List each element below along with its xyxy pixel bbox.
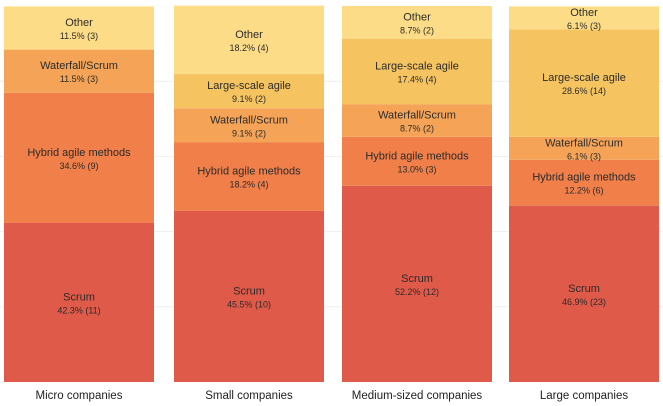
segment-value-label: 28.6% (14) [562, 86, 606, 96]
category-label-large-companies: Large companies [540, 390, 628, 402]
segment-series-label: Other [65, 17, 93, 29]
bar-segment-scrum-large-companies [509, 205, 659, 382]
bar-segment-hybrid-agile-methods-large-companies [509, 159, 659, 206]
category-label-medium-sized-companies: Medium-sized companies [352, 390, 483, 402]
segment-series-label: Scrum [233, 286, 265, 298]
segment-value-label: 17.4% (4) [397, 74, 436, 84]
segment-value-label: 45.5% (10) [227, 300, 271, 310]
segment-series-label: Waterfall/Scrum [378, 110, 456, 122]
bar-segment-large-scale-agile-small-companies [174, 74, 324, 109]
segment-series-label: Large-scale agile [542, 72, 626, 84]
bar-segment-scrum-small-companies [174, 210, 324, 382]
category-label-small-companies: Small companies [205, 390, 293, 402]
segment-value-label: 42.3% (11) [57, 306, 100, 316]
segment-series-label: Other [570, 7, 598, 19]
category-labels: Micro companies Small companies Medium-siz… [36, 390, 629, 402]
bar-segment-other-large-companies [509, 6, 659, 30]
segment-series-label: Scrum [401, 273, 433, 285]
segment-series-label: Waterfall/Scrum [545, 137, 623, 149]
segment-series-label: Other [235, 29, 263, 41]
category-label-micro-companies: Micro companies [36, 390, 123, 402]
segment-series-label: Waterfall/Scrum [40, 60, 118, 72]
bar-segment-scrum-micro-companies [4, 222, 154, 382]
segment-series-label: Large-scale agile [375, 60, 459, 72]
bar-segment-other-small-companies [174, 5, 324, 75]
segment-value-label: 46.9% (23) [562, 297, 606, 307]
bar-segment-hybrid-agile-methods-small-companies [174, 142, 324, 211]
segment-value-label: 6.1% (3) [567, 21, 601, 31]
segment-series-label: Large-scale agile [207, 80, 291, 92]
bar-segment-large-scale-agile-large-companies [509, 29, 659, 137]
bar-segment-waterfall-scrum-large-companies [509, 136, 659, 160]
bar-segment-waterfall-scrum-small-companies [174, 108, 324, 143]
segment-value-label: 6.1% (3) [567, 151, 601, 161]
segment-series-label: Other [403, 11, 431, 23]
segment-value-label: 11.5% (3) [60, 74, 98, 84]
bar-segment-hybrid-agile-methods-medium-sized-companies [342, 136, 492, 186]
segment-value-label: 11.5% (3) [60, 31, 98, 41]
bar-segment-waterfall-scrum-medium-sized-companies [342, 104, 492, 137]
segment-series-label: Hybrid agile methods [197, 166, 301, 178]
segment-value-label: 18.2% (4) [229, 180, 268, 190]
segment-series-label: Waterfall/Scrum [210, 114, 288, 126]
segment-series-label: Scrum [568, 283, 600, 295]
segment-value-label: 52.2% (12) [395, 287, 439, 297]
segment-value-label: 34.6% (9) [59, 161, 98, 171]
bar-segment-waterfall-scrum-micro-companies [4, 49, 154, 93]
segment-value-label: 18.2% (4) [229, 43, 268, 53]
segment-series-label: Hybrid agile methods [532, 172, 636, 184]
bar-segment-scrum-medium-sized-companies [342, 185, 492, 382]
segment-series-label: Hybrid agile methods [365, 150, 469, 162]
bar-segment-large-scale-agile-medium-sized-companies [342, 38, 492, 105]
segment-value-label: 9.1% (2) [232, 128, 266, 138]
segment-series-label: Scrum [63, 292, 95, 304]
segment-value-label: 8.7% (2) [400, 124, 434, 134]
bar-segment-hybrid-agile-methods-micro-companies [4, 92, 154, 223]
segment-value-label: 12.2% (6) [564, 186, 603, 196]
bar-segment-other-micro-companies [4, 6, 154, 50]
segment-labels: Scrum 42.3% (11) Hybrid agile methods 34.6%… [27, 7, 636, 316]
segment-value-label: 8.7% (2) [400, 25, 434, 35]
segment-series-label: Hybrid agile methods [27, 147, 131, 159]
segment-value-label: 9.1% (2) [232, 94, 266, 104]
bar-segment-other-medium-sized-companies [342, 6, 492, 39]
segment-value-label: 13.0% (3) [397, 164, 436, 174]
bars [4, 5, 659, 382]
